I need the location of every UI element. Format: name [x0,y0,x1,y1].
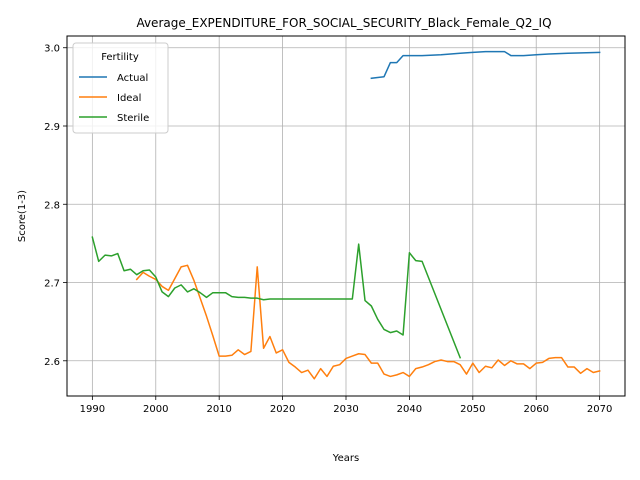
legend-box [72,42,169,134]
legend-label-sterile: Sterile [117,113,149,124]
x-tick-label: 2060 [524,404,549,415]
x-tick-label: 2020 [270,404,295,415]
legend-label-ideal: Ideal [117,93,141,104]
chart-title: Average_EXPENDITURE_FOR_SOCIAL_SECURITY_… [136,16,551,30]
y-tick-label: 3.0 [44,44,60,55]
x-tick-label: 2070 [587,404,612,415]
x-tick-label: 2010 [206,404,231,415]
x-tick-label: 1990 [80,404,105,415]
series-line-actual [370,50,601,80]
legend-label-actual: Actual [117,73,148,84]
series-line-sterile [91,236,462,359]
x-tick-label: 2050 [460,404,485,415]
y-tick-label: 2.6 [44,357,60,368]
legend-title: Fertility [101,52,139,63]
grid [67,36,625,396]
y-tick-label: 2.7 [44,279,60,290]
y-tick-label: 2.9 [44,122,60,133]
y-tick-label: 2.8 [44,200,60,211]
x-tick-label: 2000 [143,404,168,415]
legend: Fertility Actual Ideal Sterile [72,42,169,134]
series-line-ideal [135,264,601,380]
y-axis-label: Score(1-3) [17,190,28,242]
x-axis-label: Years [332,453,359,464]
series-lines [91,50,601,380]
y-axis-ticks: 2.6 2.7 2.8 2.9 3.0 [44,44,67,368]
x-axis-ticks: 1990 2000 2010 2020 2030 2040 2050 2060 2070 [80,396,612,415]
x-tick-label: 2030 [333,404,358,415]
legend-items: Actual Ideal Sterile [79,73,149,124]
x-tick-label: 2040 [397,404,422,415]
